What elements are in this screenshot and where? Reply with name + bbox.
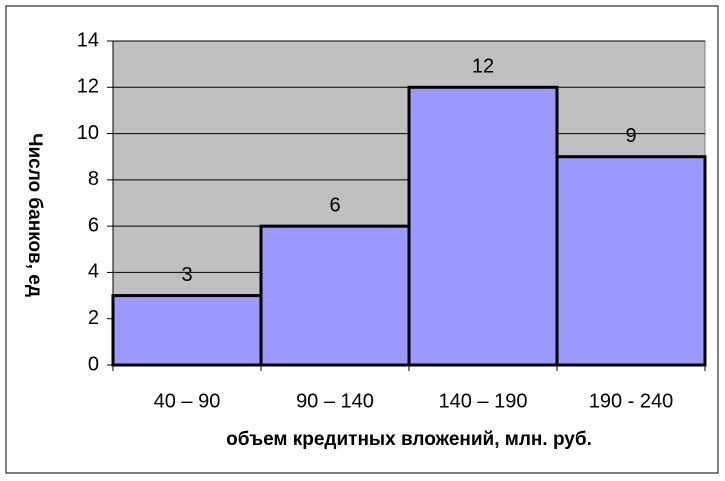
data-label: 3 <box>181 264 192 286</box>
bar <box>555 155 707 367</box>
y-axis-title: Число банков, ед <box>24 133 45 297</box>
y-tick-label: 4 <box>88 261 99 283</box>
x-tick-label: 90 – 140 <box>296 390 374 412</box>
x-axis-title: объем кредитных вложений, млн. руб. <box>226 429 592 450</box>
bar <box>111 294 263 367</box>
y-tick-label: 14 <box>77 29 99 51</box>
y-tick-label: 10 <box>77 122 99 144</box>
x-tick-label: 140 – 190 <box>439 390 528 412</box>
y-tick-label: 6 <box>88 214 99 236</box>
data-label: 6 <box>329 194 340 216</box>
bar <box>259 224 411 367</box>
data-label: 9 <box>625 125 636 147</box>
y-tick-label: 12 <box>77 76 99 98</box>
x-tick-label: 40 – 90 <box>154 390 221 412</box>
bar <box>407 85 559 367</box>
data-label: 12 <box>472 56 494 78</box>
x-tick-label: 190 - 240 <box>589 390 674 412</box>
y-tick-label: 2 <box>88 307 99 329</box>
y-tick-label: 0 <box>88 353 99 375</box>
y-tick-label: 8 <box>88 168 99 190</box>
